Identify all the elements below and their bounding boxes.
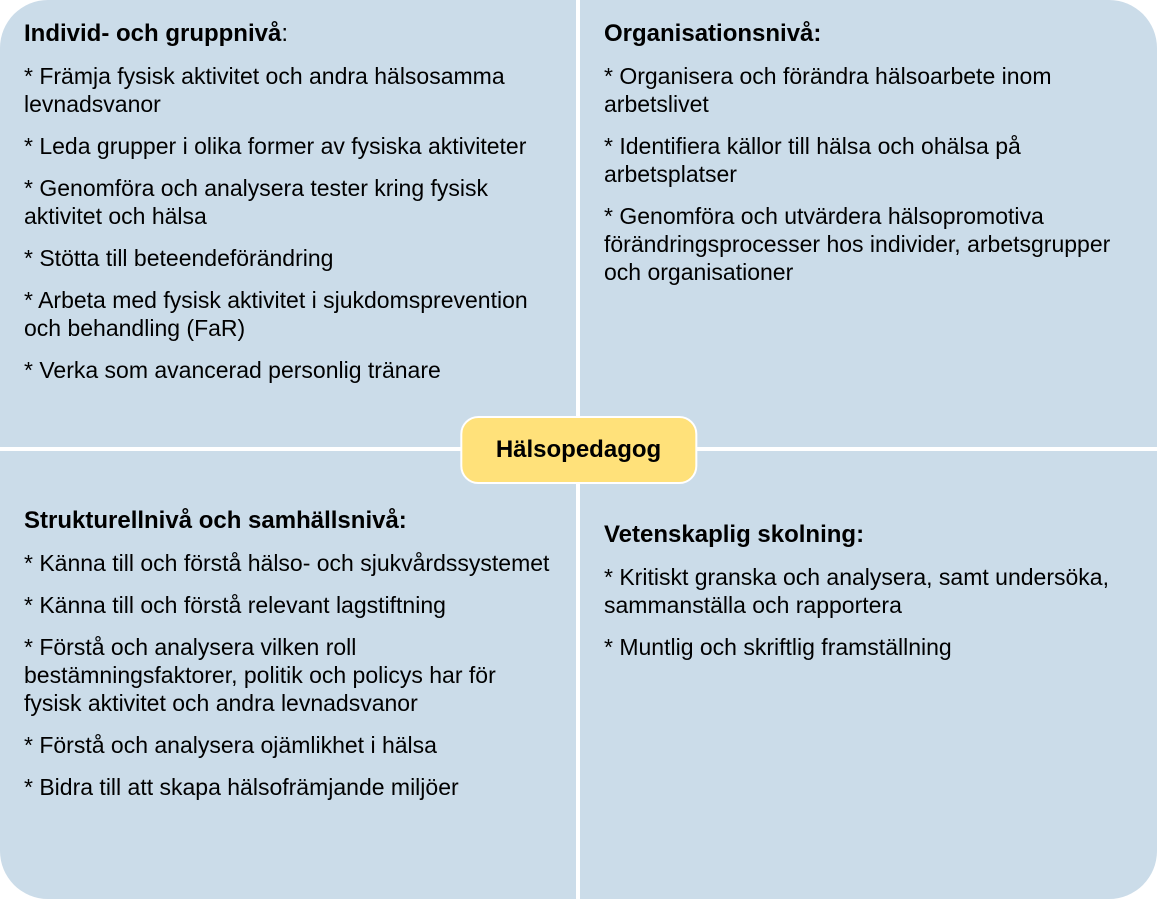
bullet-item: * Stötta till beteendeförändring <box>24 244 552 272</box>
bullet-item: * Bidra till att skapa hälsofrämjande mi… <box>24 773 552 801</box>
bullet-item: * Kritiskt granska och analysera, samt u… <box>604 563 1133 619</box>
quadrant-bottom-left: Strukturellnivå och samhällsnivå: * Känn… <box>0 451 578 899</box>
bullet-item: * Verka som avancerad personlig tränare <box>24 356 552 384</box>
bullet-item: * Känna till och förstå relevant lagstif… <box>24 591 552 619</box>
bullet-item: * Organisera och förändra hälsoarbete in… <box>604 62 1133 118</box>
quadrant-title: Organisationsnivå: <box>604 20 1133 48</box>
bullet-item: * Genomföra och analysera tester kring f… <box>24 174 552 230</box>
bullet-item: * Känna till och förstå hälso- och sjukv… <box>24 549 552 577</box>
bullet-item: * Främja fysisk aktivitet och andra häls… <box>24 62 552 118</box>
title-text: Individ- och gruppnivå <box>24 20 281 47</box>
bullet-item: * Arbeta med fysisk aktivitet i sjukdoms… <box>24 286 552 342</box>
quadrant-title: Strukturellnivå och samhällsnivå: <box>24 507 552 535</box>
quadrant-top-left: Individ- och gruppnivå: * Främja fysisk … <box>0 0 578 449</box>
quadrant-diagram: Individ- och gruppnivå: * Främja fysisk … <box>0 0 1157 899</box>
quadrant-bottom-right: Vetenskaplig skolning: * Kritiskt gransk… <box>580 451 1157 899</box>
title-colon: : <box>281 20 288 47</box>
quadrant-top-right: Organisationsnivå: * Organisera och förä… <box>580 0 1157 449</box>
bullet-item: * Muntlig och skriftlig framställning <box>604 633 1133 661</box>
bullet-item: * Förstå och analysera vilken roll bestä… <box>24 633 552 717</box>
center-badge: Hälsopedagog <box>460 416 697 484</box>
bullet-item: * Genomföra och utvärdera hälsopromotiva… <box>604 202 1133 286</box>
quadrant-title: Individ- och gruppnivå: <box>24 20 552 48</box>
bullet-item: * Identifiera källor till hälsa och ohäl… <box>604 132 1133 188</box>
bullet-item: * Förstå och analysera ojämlikhet i häls… <box>24 731 552 759</box>
quadrant-title: Vetenskaplig skolning: <box>604 521 1133 549</box>
bullet-item: * Leda grupper i olika former av fysiska… <box>24 132 552 160</box>
